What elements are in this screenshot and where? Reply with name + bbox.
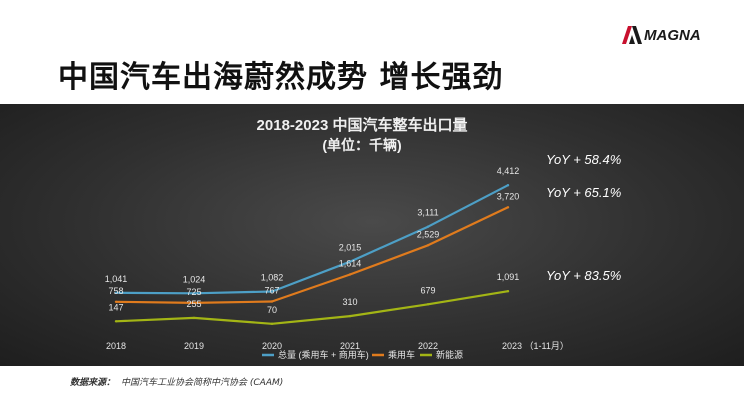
logo-text: MAGNA xyxy=(644,26,701,44)
data-point xyxy=(114,300,118,303)
export-line-chart: 2018-2023 中国汽车整车出口量 (单位：千辆) 1,041 1,024 1,… xyxy=(105,116,622,360)
data-label: 3,111 xyxy=(417,208,438,218)
data-label: 679 xyxy=(420,285,435,295)
data-label: 2,529 xyxy=(417,229,440,239)
data-point xyxy=(270,300,274,303)
data-label: 1,082 xyxy=(261,273,284,283)
data-point xyxy=(192,292,196,295)
data-label: 3,720 xyxy=(497,191,520,201)
data-label: 310 xyxy=(342,297,357,307)
data-point xyxy=(426,225,430,228)
chart-subtitle: (单位：千辆) xyxy=(322,137,401,153)
legend: 总量 (乘用车 + 商用车) 乘用车 新能源 xyxy=(262,349,463,360)
x-tick-label: 2023 （1-11月） xyxy=(502,341,569,351)
chart-title: 2018-2023 中国汽车整车出口量 xyxy=(257,116,468,134)
data-label: 147 xyxy=(108,302,123,312)
series-line xyxy=(115,290,509,325)
data-point xyxy=(270,322,274,325)
legend-label: 总量 (乘用车 + 商用车) xyxy=(278,349,369,360)
x-tick-label: 2021 xyxy=(340,341,360,351)
legend-label: 乘用车 xyxy=(388,349,415,360)
x-tick-label: 2020 xyxy=(262,341,282,351)
data-label: 1,041 xyxy=(105,274,128,284)
x-tick-label: 2019 xyxy=(184,341,204,351)
data-label: 758 xyxy=(108,286,123,296)
data-label: 1,091 xyxy=(497,272,520,282)
x-axis: 2018 2019 2020 2021 2022 2023 （1-11月） xyxy=(106,341,569,351)
yoy-annotation: YoY + 65.1% xyxy=(546,185,621,200)
data-point xyxy=(348,314,352,318)
data-point xyxy=(114,291,118,294)
data-point xyxy=(506,290,510,293)
data-point xyxy=(192,316,196,320)
data-label: 1,614 xyxy=(339,259,362,269)
data-label: 725 xyxy=(186,287,201,297)
source-label: 数据来源： xyxy=(70,378,116,388)
chart-panel: 2018-2023 中国汽车整车出口量 (单位：千辆) 1,041 1,024 1,… xyxy=(0,104,744,366)
magna-logo-icon xyxy=(622,26,642,44)
x-tick-label: 2022 xyxy=(418,341,438,351)
magna-logo: MAGNA xyxy=(622,26,701,44)
source-note: 数据来源： 中国汽车工业协会简称中汽协会 (CAAM) xyxy=(70,375,283,388)
data-label: 70 xyxy=(267,305,277,315)
yoy-annotations: YoY + 58.4% YoY + 65.1% YoY + 83.5% xyxy=(546,152,621,283)
data-point xyxy=(426,244,430,247)
plot-area: 1,041 1,024 1,082 2,015 3,111 4,412 758 725 767 1… xyxy=(105,166,520,325)
yoy-annotation: YoY + 83.5% xyxy=(546,268,621,283)
data-point xyxy=(348,273,352,276)
legend-label: 新能源 xyxy=(436,349,463,360)
data-point xyxy=(426,303,430,306)
data-label: 2,015 xyxy=(339,243,362,253)
series-line xyxy=(115,206,509,304)
data-point xyxy=(192,301,196,305)
data-point xyxy=(270,290,274,293)
data-point xyxy=(506,206,510,209)
source-text: 中国汽车工业协会简称中汽协会 (CAAM) xyxy=(121,378,284,388)
data-label: 4,412 xyxy=(497,166,520,176)
data-label: 767 xyxy=(264,286,279,296)
x-tick-label: 2018 xyxy=(106,341,126,351)
data-point xyxy=(506,184,510,187)
data-label: 255 xyxy=(186,299,201,309)
data-label: 1,024 xyxy=(183,274,206,284)
series-line xyxy=(115,184,509,295)
data-point xyxy=(348,260,352,263)
page-title: 中国汽车出海蔚然成势 增长强劲 xyxy=(58,60,504,95)
data-point xyxy=(114,320,118,323)
yoy-annotation: YoY + 58.4% xyxy=(546,152,621,167)
